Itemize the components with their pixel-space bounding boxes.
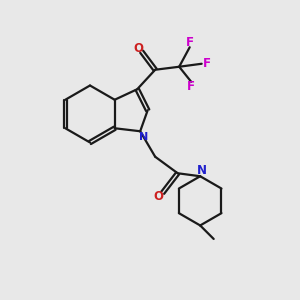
Text: O: O xyxy=(133,42,143,55)
Text: O: O xyxy=(153,190,163,203)
Text: F: F xyxy=(186,36,194,49)
Text: N: N xyxy=(197,164,207,177)
Text: F: F xyxy=(203,57,211,70)
Text: F: F xyxy=(187,80,195,93)
Text: N: N xyxy=(139,132,148,142)
